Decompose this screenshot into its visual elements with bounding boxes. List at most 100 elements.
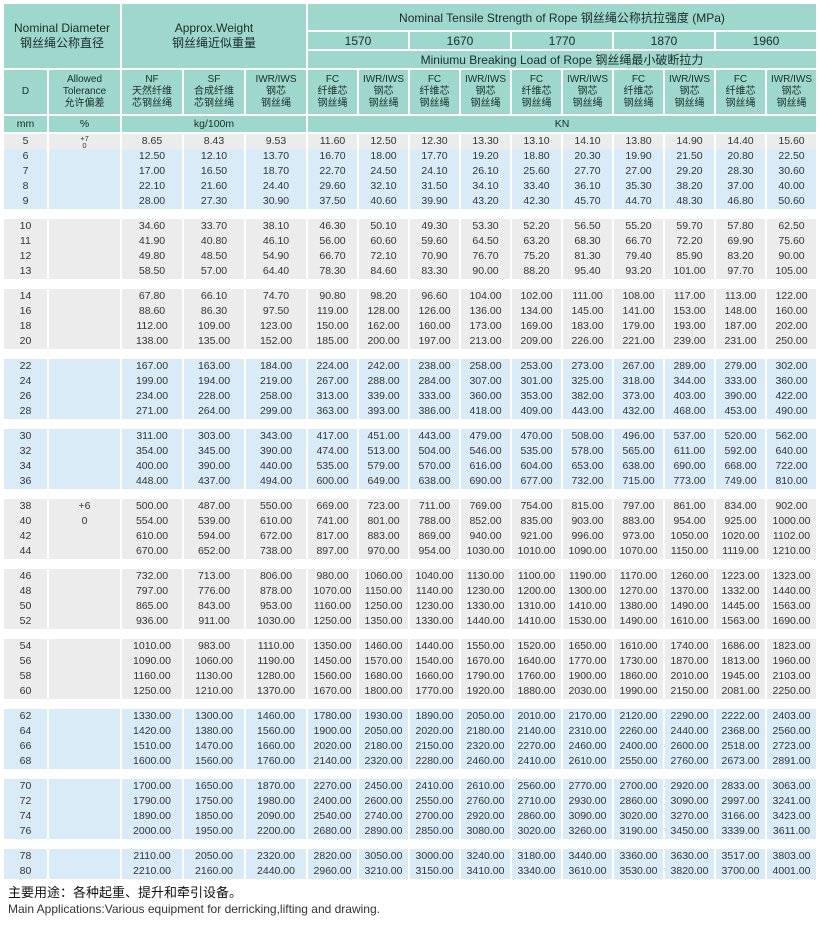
value-cell: 38.10 bbox=[244, 219, 308, 234]
value-cell: 167.00 bbox=[120, 359, 184, 374]
value-cell: 69.90 bbox=[714, 234, 767, 249]
table-row: 20 138.00 135.00 152.00 185.00 200.00 197.00 21… bbox=[2, 334, 818, 349]
value-cell: 1770.00 bbox=[561, 654, 614, 669]
value-cell: 52.20 bbox=[510, 219, 563, 234]
value-cell: 1460.00 bbox=[357, 639, 410, 654]
diameter-cell: 72 bbox=[2, 794, 49, 809]
value-cell: 3180.00 bbox=[510, 849, 563, 864]
value-cell: 797.00 bbox=[120, 584, 184, 599]
group-spacer bbox=[3, 419, 817, 429]
diameter-cell: 18 bbox=[2, 319, 49, 334]
tolerance-cell bbox=[47, 219, 122, 234]
rope-spec-table: Nominal Diameter 钢丝绳公称直径 Approx.Weight 钢… bbox=[2, 2, 818, 879]
header-iwr-core: IWR/IWS 钢芯 钢丝绳 bbox=[244, 68, 308, 116]
tolerance-cell bbox=[47, 654, 122, 669]
value-cell: 537.00 bbox=[663, 429, 716, 444]
value-cell: 345.00 bbox=[182, 444, 246, 459]
value-cell: 2460.00 bbox=[561, 739, 614, 754]
value-cell: 35.30 bbox=[612, 179, 665, 194]
value-cell: 1420.00 bbox=[120, 724, 184, 739]
table-row: 14 67.80 66.10 74.70 90.80 98.20 96.60 104.00 10… bbox=[2, 289, 818, 304]
value-cell: 264.00 bbox=[182, 404, 246, 419]
value-cell: 1370.00 bbox=[663, 584, 716, 599]
value-cell: 546.00 bbox=[459, 444, 512, 459]
value-cell: 1470.00 bbox=[182, 739, 246, 754]
value-cell: 1813.00 bbox=[714, 654, 767, 669]
value-cell: 2050.00 bbox=[182, 849, 246, 864]
value-cell: 231.00 bbox=[714, 334, 767, 349]
value-cell: 1230.00 bbox=[459, 584, 512, 599]
value-cell: 56.50 bbox=[561, 219, 614, 234]
value-cell: 209.00 bbox=[510, 334, 563, 349]
group-spacer bbox=[3, 839, 817, 849]
value-cell: 2920.00 bbox=[663, 779, 716, 794]
value-cell: 1690.00 bbox=[765, 614, 818, 629]
value-cell: 835.00 bbox=[510, 514, 563, 529]
value-cell: 1460.00 bbox=[244, 709, 308, 724]
value-cell: 40.60 bbox=[357, 194, 410, 209]
value-cell: 1900.00 bbox=[561, 669, 614, 684]
tolerance-cell bbox=[47, 289, 122, 304]
value-cell: 1150.00 bbox=[357, 584, 410, 599]
value-cell: 2280.00 bbox=[408, 754, 461, 769]
value-cell: 3000.00 bbox=[408, 849, 461, 864]
value-cell: 1550.00 bbox=[459, 639, 512, 654]
value-cell: 360.00 bbox=[459, 389, 512, 404]
value-cell: 610.00 bbox=[120, 529, 184, 544]
value-cell: 1250.00 bbox=[306, 614, 359, 629]
value-cell: 3530.00 bbox=[612, 864, 665, 879]
value-cell: 869.00 bbox=[408, 529, 461, 544]
value-cell: 1280.00 bbox=[244, 669, 308, 684]
value-cell: 496.00 bbox=[612, 429, 665, 444]
value-cell: 715.00 bbox=[612, 474, 665, 489]
value-cell: 897.00 bbox=[306, 544, 359, 559]
value-cell: 2320.00 bbox=[244, 849, 308, 864]
value-cell: 723.00 bbox=[357, 499, 410, 514]
value-cell: 79.40 bbox=[612, 249, 665, 264]
table-row: 56 1090.00 1060.00 1190.00 1450.00 1570.00 154… bbox=[2, 654, 818, 669]
value-cell: 11.60 bbox=[306, 133, 359, 149]
diameter-cell: 9 bbox=[2, 194, 49, 209]
table-row: 8 22.10 21.60 24.40 29.60 32.10 31.50 34.10 33.4… bbox=[2, 179, 818, 194]
value-cell: 2673.00 bbox=[714, 754, 767, 769]
value-cell: 55.20 bbox=[612, 219, 665, 234]
value-cell: 2600.00 bbox=[357, 794, 410, 809]
value-cell: 1150.00 bbox=[663, 544, 716, 559]
header-grade-1870: 1870 bbox=[612, 30, 716, 51]
value-cell: 2860.00 bbox=[612, 794, 665, 809]
value-cell: 14.90 bbox=[663, 133, 716, 149]
value-cell: 843.00 bbox=[182, 599, 246, 614]
table-row: 66 1510.00 1470.00 1660.00 2020.00 2180.00 215… bbox=[2, 739, 818, 754]
value-cell: 2050.00 bbox=[357, 724, 410, 739]
value-cell: 953.00 bbox=[244, 599, 308, 614]
value-cell: 258.00 bbox=[459, 359, 512, 374]
value-cell: 594.00 bbox=[182, 529, 246, 544]
value-cell: 1563.00 bbox=[714, 614, 767, 629]
value-cell: 1570.00 bbox=[357, 654, 410, 669]
value-cell: 333.00 bbox=[714, 374, 767, 389]
value-cell: 2560.00 bbox=[510, 779, 563, 794]
value-cell: 185.00 bbox=[306, 334, 359, 349]
value-cell: 303.00 bbox=[182, 429, 246, 444]
value-cell: 1380.00 bbox=[182, 724, 246, 739]
value-cell: 46.80 bbox=[714, 194, 767, 209]
value-cell: 54.90 bbox=[244, 249, 308, 264]
diameter-cell: 74 bbox=[2, 809, 49, 824]
value-cell: 1000.00 bbox=[765, 514, 818, 529]
value-cell: 1119.00 bbox=[714, 544, 767, 559]
value-cell: 437.00 bbox=[182, 474, 246, 489]
value-cell: 535.00 bbox=[306, 459, 359, 474]
tolerance-cell bbox=[47, 149, 122, 164]
value-cell: 1510.00 bbox=[120, 739, 184, 754]
value-cell: 16.70 bbox=[306, 149, 359, 164]
value-cell: 1560.00 bbox=[244, 724, 308, 739]
value-cell: 1130.00 bbox=[182, 669, 246, 684]
value-cell: 3063.00 bbox=[765, 779, 818, 794]
value-cell: 1010.00 bbox=[510, 544, 563, 559]
header-sf-core: SF 合成纤维 芯钢丝绳 bbox=[182, 68, 246, 116]
value-cell: 1250.00 bbox=[357, 599, 410, 614]
value-cell: 754.00 bbox=[510, 499, 563, 514]
tolerance-cell bbox=[47, 374, 122, 389]
value-cell: 670.00 bbox=[120, 544, 184, 559]
value-cell: 616.00 bbox=[459, 459, 512, 474]
